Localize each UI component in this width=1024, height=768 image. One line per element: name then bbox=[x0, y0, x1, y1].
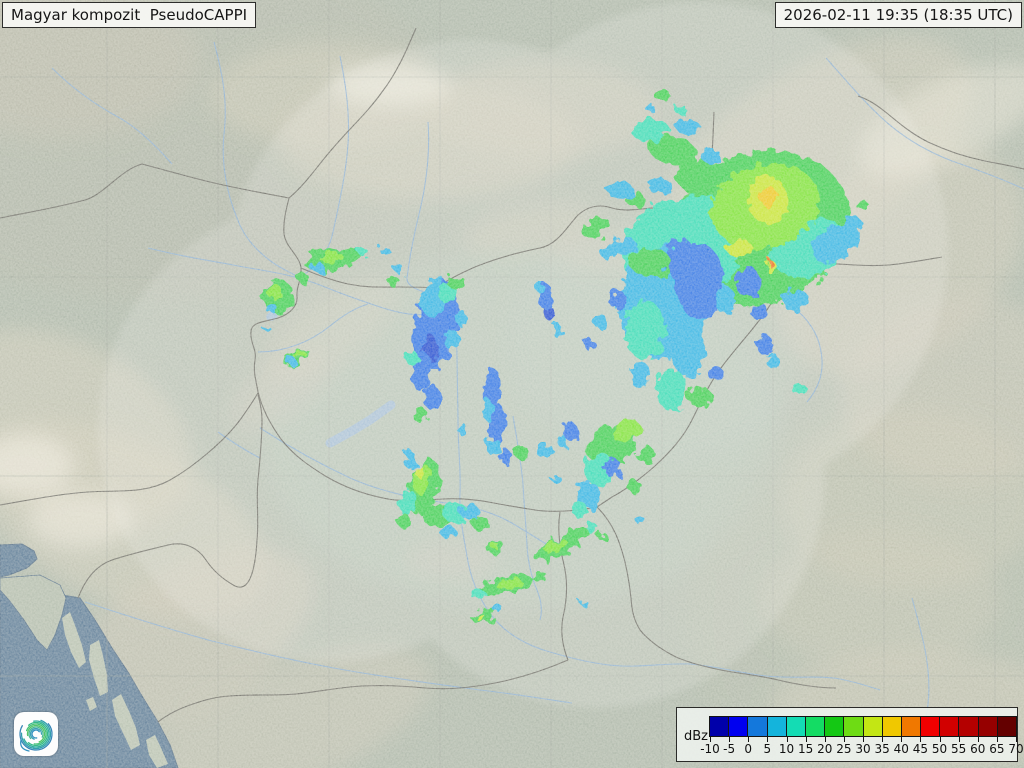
legend-tick bbox=[901, 737, 903, 742]
legend-color-cell bbox=[978, 717, 998, 736]
legend-color-cell bbox=[844, 717, 864, 736]
legend-color-cell bbox=[863, 717, 883, 736]
legend-tick bbox=[729, 737, 731, 742]
legend-color-cell bbox=[710, 717, 730, 736]
legend-tick-label: 10 bbox=[778, 742, 795, 756]
legend-tick-label: 30 bbox=[855, 742, 871, 756]
legend-tick-label: 20 bbox=[817, 742, 833, 756]
legend-tick bbox=[805, 737, 807, 742]
legend-tick bbox=[958, 737, 960, 742]
legend-tick-label: 40 bbox=[893, 742, 909, 756]
legend-tick bbox=[977, 737, 979, 742]
legend-tick-label: 0 bbox=[744, 742, 753, 756]
legend-tick bbox=[767, 737, 769, 742]
spiral-icon bbox=[19, 717, 53, 752]
legend-tick-label: -5 bbox=[723, 742, 736, 756]
product-title: Magyar kompozit PseudoCAPPI bbox=[2, 2, 257, 28]
legend-color-cell bbox=[729, 717, 749, 736]
legend-tick bbox=[786, 737, 788, 742]
legend-color-cell bbox=[959, 717, 979, 736]
legend-color-cell bbox=[901, 717, 922, 736]
legend-tick-label: 25 bbox=[836, 742, 852, 756]
legend-color-cell bbox=[997, 717, 1016, 736]
legend-color-cell bbox=[805, 717, 826, 736]
legend-tick bbox=[1016, 737, 1017, 742]
legend-tick bbox=[920, 737, 922, 742]
legend-tick-label: 55 bbox=[950, 742, 967, 756]
legend-tick bbox=[710, 737, 711, 742]
timestamp-label: 2026-02-11 19:35 (18:35 UTC) bbox=[774, 2, 1022, 28]
legend-tick-label: 50 bbox=[931, 742, 948, 756]
legend-tick bbox=[939, 737, 941, 742]
legend-tick-label: 60 bbox=[970, 742, 986, 756]
legend-tick-label: 70 bbox=[1008, 742, 1024, 756]
legend-tick-label: -10 bbox=[700, 742, 720, 756]
legend-color-cell bbox=[786, 717, 806, 736]
legend-color-cell bbox=[921, 717, 941, 736]
hungaromet-logo bbox=[14, 712, 58, 756]
legend-color-cell bbox=[825, 717, 845, 736]
legend-tick bbox=[843, 737, 845, 742]
legend-tick-label: 35 bbox=[874, 742, 890, 756]
legend-tick bbox=[748, 737, 750, 742]
legend-tick-label: 45 bbox=[912, 742, 929, 756]
legend-color-cell bbox=[767, 717, 787, 736]
legend-tick bbox=[996, 737, 998, 742]
legend-tick bbox=[824, 737, 826, 742]
legend-color-cell bbox=[940, 717, 960, 736]
legend-tick-label: 15 bbox=[797, 742, 814, 756]
dbz-legend: dBz -10 -5 0 5 10 15 20 25 30 35 40 45 50 55 60 65 70 bbox=[676, 707, 1024, 762]
legend-color-strip bbox=[709, 716, 1017, 737]
legend-tick bbox=[882, 737, 884, 742]
legend-color-cell bbox=[748, 717, 768, 736]
legend-color-cell bbox=[882, 717, 902, 736]
legend-unit-label: dBz bbox=[684, 729, 708, 744]
legend-tick-label: 65 bbox=[989, 742, 1005, 756]
legend-tick bbox=[863, 737, 864, 742]
legend-tick-label: 5 bbox=[763, 742, 772, 756]
